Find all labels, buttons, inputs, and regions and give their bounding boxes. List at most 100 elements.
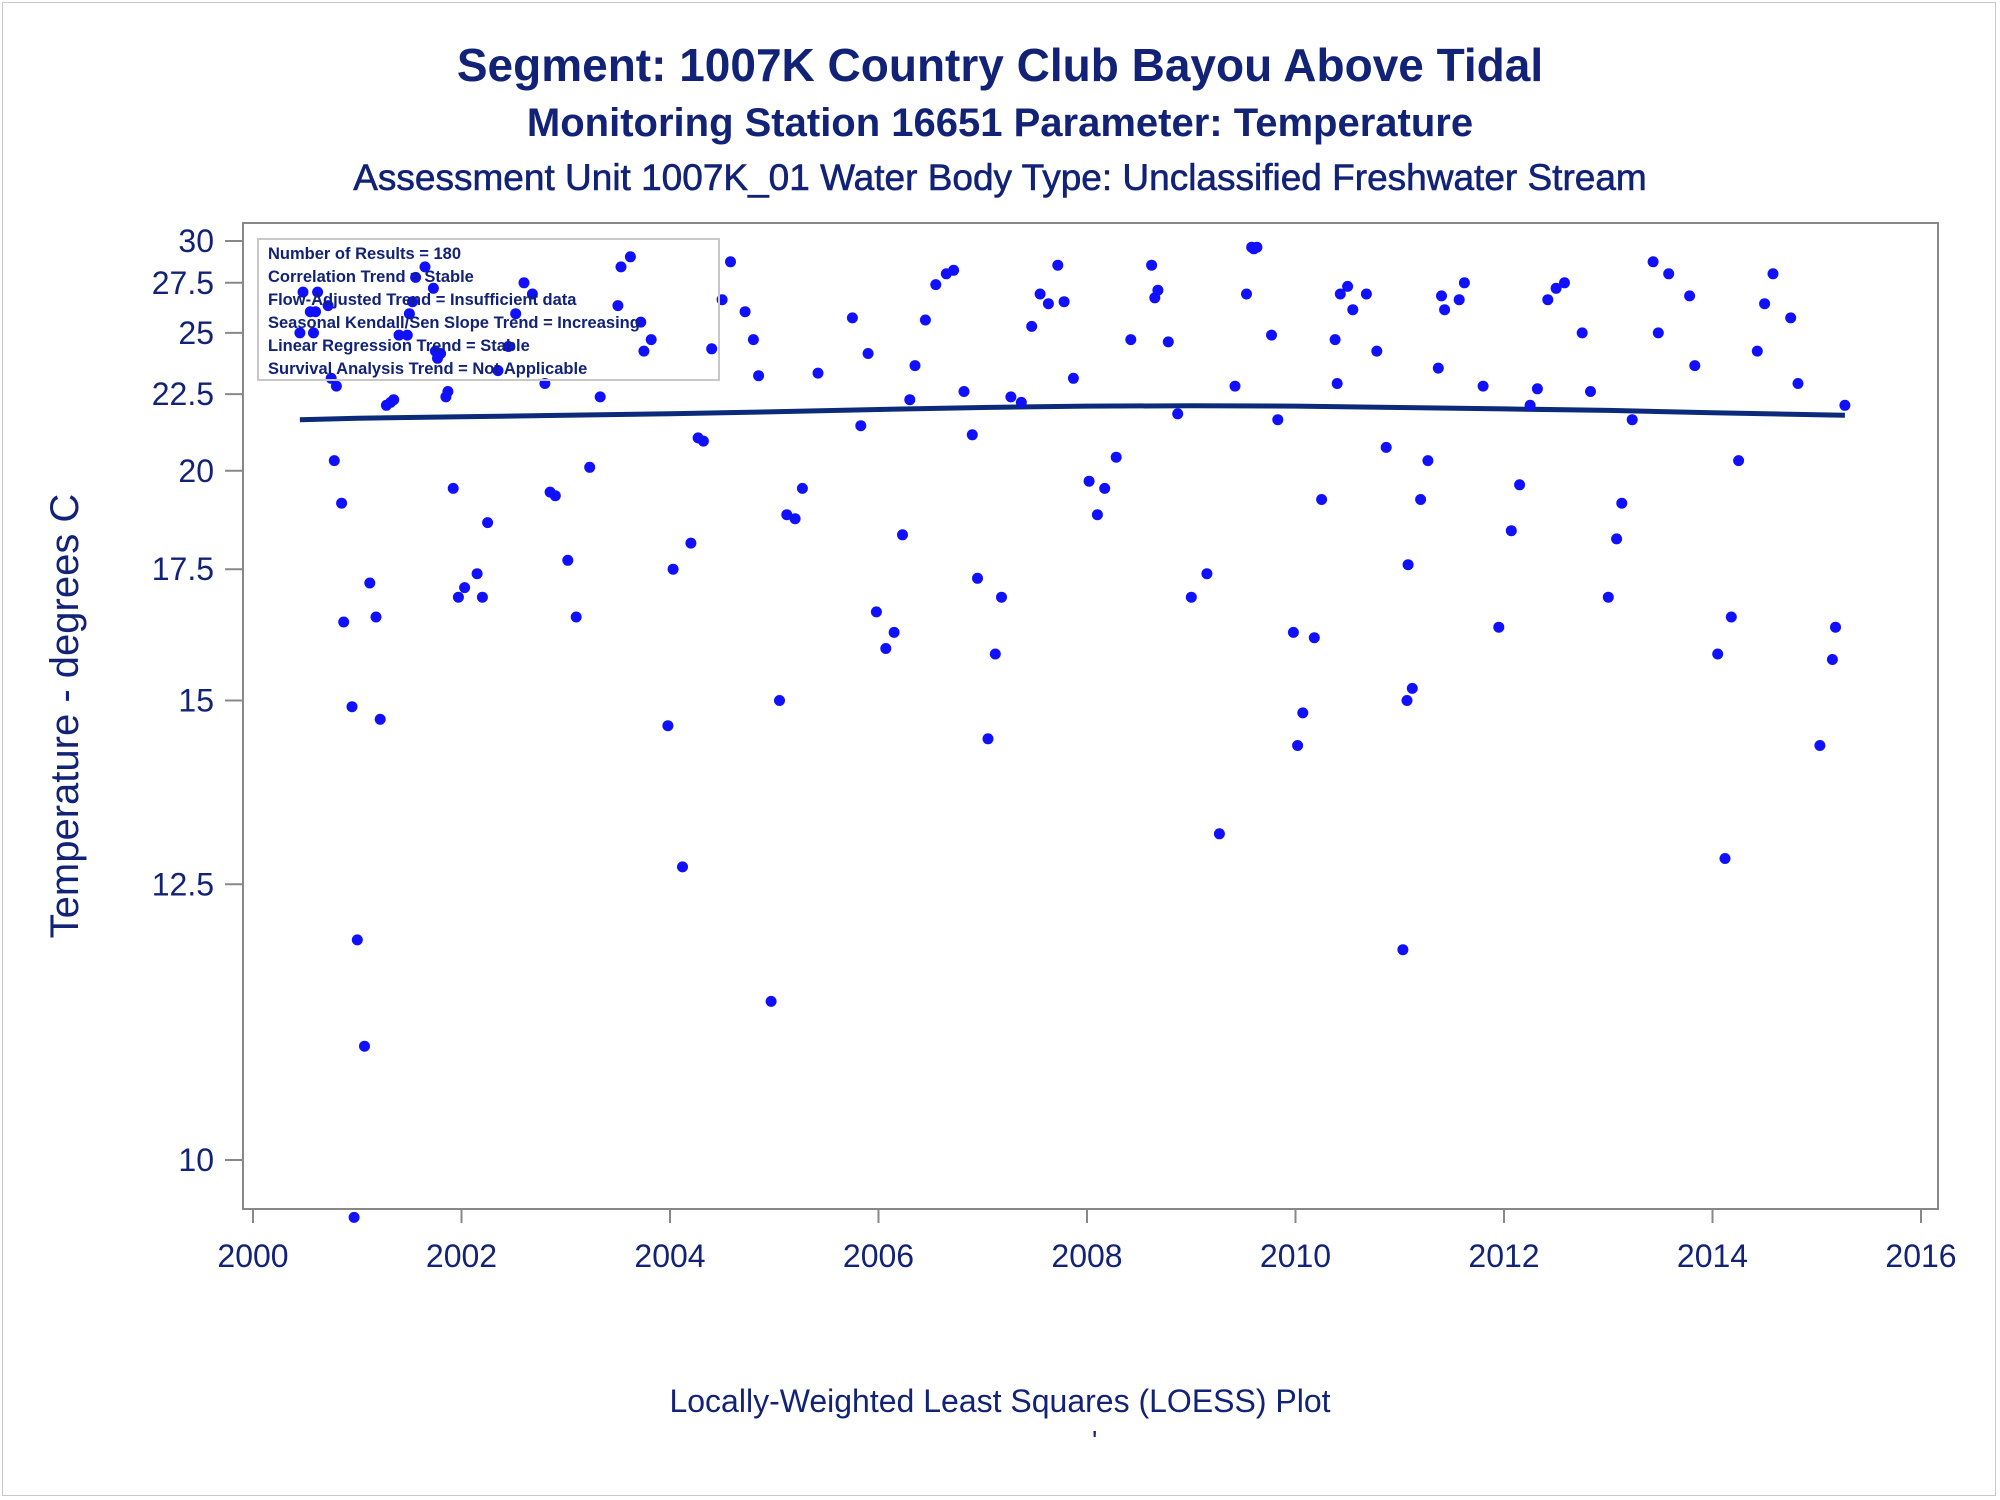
data-point: [482, 517, 494, 529]
data-point: [1759, 298, 1771, 310]
data-point: [570, 611, 582, 623]
data-point: [1067, 372, 1079, 384]
data-point: [1251, 241, 1263, 253]
data-point: [706, 343, 718, 355]
data-point: [774, 695, 785, 706]
data-point: [612, 300, 624, 312]
data-point: [407, 296, 418, 308]
data-point: [1110, 451, 1122, 463]
data-point: [1308, 632, 1320, 644]
chart-subtitle-2: Assessment Unit 1007K_01 Water Body Type…: [353, 157, 1647, 199]
data-point: [1432, 362, 1444, 374]
data-point: [1297, 707, 1309, 719]
data-point: [1347, 304, 1359, 316]
x-tick-label: 2002: [426, 1238, 497, 1274]
data-point: [388, 394, 400, 406]
data-point: [328, 455, 340, 467]
data-point: [359, 1040, 370, 1052]
data-point: [1402, 559, 1414, 571]
info-box-frame: [257, 238, 720, 381]
data-point: [1585, 386, 1596, 397]
info-flow-adjusted-trend: Flow-Adjusted Trend = Insufficient data: [268, 291, 577, 309]
data-point: [989, 648, 1001, 660]
data-point: [1422, 455, 1434, 467]
data-point: [677, 861, 688, 873]
data-point: [662, 720, 674, 732]
data-point: [1611, 533, 1623, 545]
data-point: [322, 300, 334, 312]
data-point: [1401, 695, 1413, 706]
data-point: [897, 529, 908, 541]
data-point: [638, 345, 650, 357]
data-point: [308, 327, 319, 339]
y-tick-label: 22.5: [152, 376, 214, 412]
data-point: [1663, 268, 1675, 280]
data-point: [1477, 380, 1489, 392]
data-point: [1172, 408, 1184, 420]
data-point: [972, 572, 983, 584]
data-point: [1266, 329, 1277, 341]
data-point: [435, 348, 447, 359]
data-point: [635, 316, 647, 328]
data-point: [1083, 475, 1095, 487]
y-axis-title: Temperature - degrees C: [43, 494, 87, 939]
data-point: [948, 264, 960, 276]
data-point: [1329, 334, 1341, 346]
chart-title: Segment: 1007K Country Club Bayou Above …: [456, 39, 1544, 91]
footnote-mark: ': [1092, 1425, 1098, 1456]
data-point: [1684, 290, 1696, 302]
y-tick-label: 12.5: [152, 866, 214, 902]
info-survival-analysis-trend: Survival Analysis Trend = Not Applicable: [268, 360, 587, 378]
chart-footnote: Locally-Weighted Least Squares (LOESS) P…: [669, 1383, 1331, 1419]
data-point: [594, 391, 606, 403]
data-point: [1436, 290, 1447, 302]
data-point: [685, 537, 697, 549]
data-point: [562, 554, 574, 566]
data-point: [725, 256, 736, 268]
data-point: [1005, 391, 1017, 403]
data-point: [904, 394, 916, 406]
data-point: [1334, 288, 1346, 300]
data-point: [1616, 497, 1628, 509]
data-point: [1152, 284, 1164, 296]
data-point: [812, 367, 824, 379]
data-point: [1406, 682, 1418, 694]
x-axis: 2000 2002 2004 2006 2008 2010 2012 2014 2016: [217, 1208, 1957, 1274]
data-point: [1505, 525, 1517, 537]
data-point: [1360, 288, 1372, 300]
data-point: [982, 733, 994, 745]
y-tick-label: 27.5: [152, 265, 214, 301]
data-point: [1439, 304, 1451, 316]
data-point: [294, 327, 306, 339]
data-point: [930, 279, 942, 291]
data-point: [1287, 626, 1299, 638]
data-point: [1342, 280, 1354, 292]
data-point: [1091, 509, 1103, 521]
data-point: [351, 934, 363, 946]
info-correlation-trend: Correlation Trend = Stable: [268, 268, 474, 286]
data-point: [1185, 591, 1197, 603]
data-point: [1792, 378, 1804, 389]
data-point: [624, 251, 636, 263]
data-point: [471, 568, 483, 580]
data-point: [1830, 621, 1841, 633]
data-point: [502, 341, 514, 352]
info-seasonal-kendall-trend: Seasonal Kendall/Sen Slope Trend = Incre…: [268, 314, 640, 332]
data-point: [1647, 256, 1659, 268]
data-point: [909, 360, 921, 372]
x-tick-label: 2008: [1051, 1238, 1122, 1274]
data-point: [1331, 378, 1343, 389]
data-point: [1531, 383, 1543, 395]
data-point: [1550, 282, 1562, 294]
data-point: [1146, 259, 1158, 271]
trend-info-box: Number of Results = 180 Correlation Tren…: [257, 238, 720, 381]
data-point: [1524, 399, 1536, 411]
data-point: [919, 314, 931, 326]
data-point: [1576, 327, 1588, 339]
data-point: [403, 308, 415, 320]
data-point: [697, 435, 709, 447]
data-point: [346, 701, 358, 713]
data-point: [1458, 277, 1470, 289]
data-point: [1767, 268, 1779, 280]
data-point: [870, 606, 882, 618]
